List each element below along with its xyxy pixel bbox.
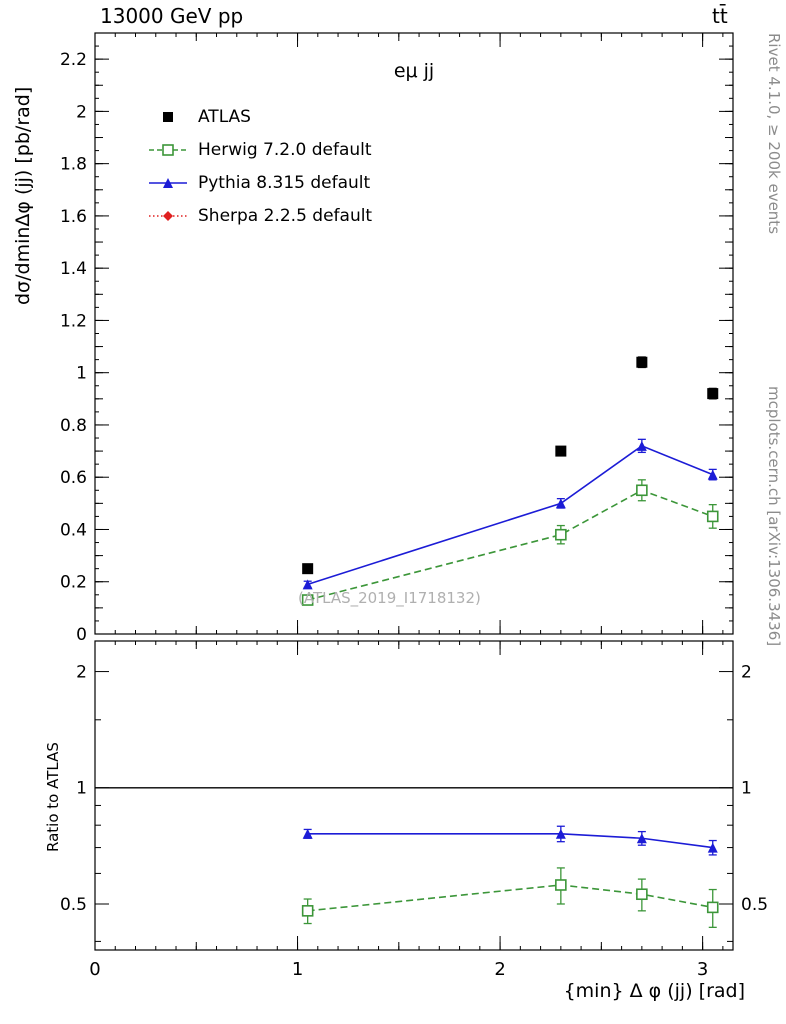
- svg-text:1.6: 1.6: [60, 207, 87, 227]
- legend-label: ATLAS: [198, 106, 251, 127]
- analysis-watermark: (ATLAS_2019_I1718132): [298, 589, 481, 607]
- svg-text:2.2: 2.2: [60, 50, 87, 70]
- svg-text:1: 1: [76, 364, 87, 384]
- svg-text:0.2: 0.2: [60, 573, 87, 593]
- atlas-marker-icon: [148, 109, 188, 125]
- svg-text:0.8: 0.8: [60, 416, 87, 436]
- svg-text:1: 1: [76, 779, 87, 799]
- svg-text:3: 3: [697, 959, 708, 980]
- svg-text:1.4: 1.4: [60, 259, 87, 279]
- pythia-marker-icon: [148, 175, 188, 191]
- svg-text:0.4: 0.4: [60, 520, 87, 540]
- svg-text:0.5: 0.5: [741, 895, 768, 915]
- svg-text:2: 2: [741, 663, 752, 683]
- rivet-version-label: Rivet 4.1.0, ≥ 200k events: [765, 33, 783, 235]
- svg-text:1.2: 1.2: [60, 311, 87, 331]
- legend-label: Pythia 8.315 default: [198, 172, 371, 193]
- main-y-axis-label: dσ/dminΔφ (jj) [pb/rad]: [12, 86, 34, 305]
- herwig-marker-icon: [148, 142, 188, 158]
- svg-text:1: 1: [292, 959, 303, 980]
- svg-text:1: 1: [741, 779, 752, 799]
- observable-label: eμ jj: [393, 60, 435, 82]
- mcplots-reference-label: mcplots.cern.ch [arXiv:1306.3436]: [765, 386, 783, 647]
- legend-item-sherpa: Sherpa 2.2.5 default: [148, 199, 372, 232]
- legend-item-atlas: ATLAS: [148, 100, 372, 133]
- beam-energy-label: 13000 GeV pp: [100, 4, 244, 28]
- process-label: tt̄: [712, 4, 728, 28]
- svg-text:2: 2: [494, 959, 505, 980]
- svg-text:1.8: 1.8: [60, 155, 87, 175]
- legend: ATLAS Herwig 7.2.0 default Pythia 8.315 …: [148, 100, 372, 232]
- legend-item-herwig: Herwig 7.2.0 default: [148, 133, 372, 166]
- svg-text:2: 2: [76, 663, 87, 683]
- svg-text:0.5: 0.5: [60, 895, 87, 915]
- svg-text:0.6: 0.6: [60, 468, 87, 488]
- svg-text:0: 0: [76, 625, 87, 645]
- ratio-y-axis-label: Ratio to ATLAS: [44, 742, 62, 852]
- legend-label: Sherpa 2.2.5 default: [198, 205, 373, 226]
- sherpa-marker-icon: [148, 208, 188, 224]
- legend-label: Herwig 7.2.0 default: [198, 139, 372, 160]
- x-axis-label: {min} Δ φ (jj) [rad]: [563, 980, 745, 1002]
- legend-item-pythia: Pythia 8.315 default: [148, 166, 372, 199]
- svg-text:2: 2: [76, 102, 87, 122]
- svg-text:0: 0: [89, 959, 100, 980]
